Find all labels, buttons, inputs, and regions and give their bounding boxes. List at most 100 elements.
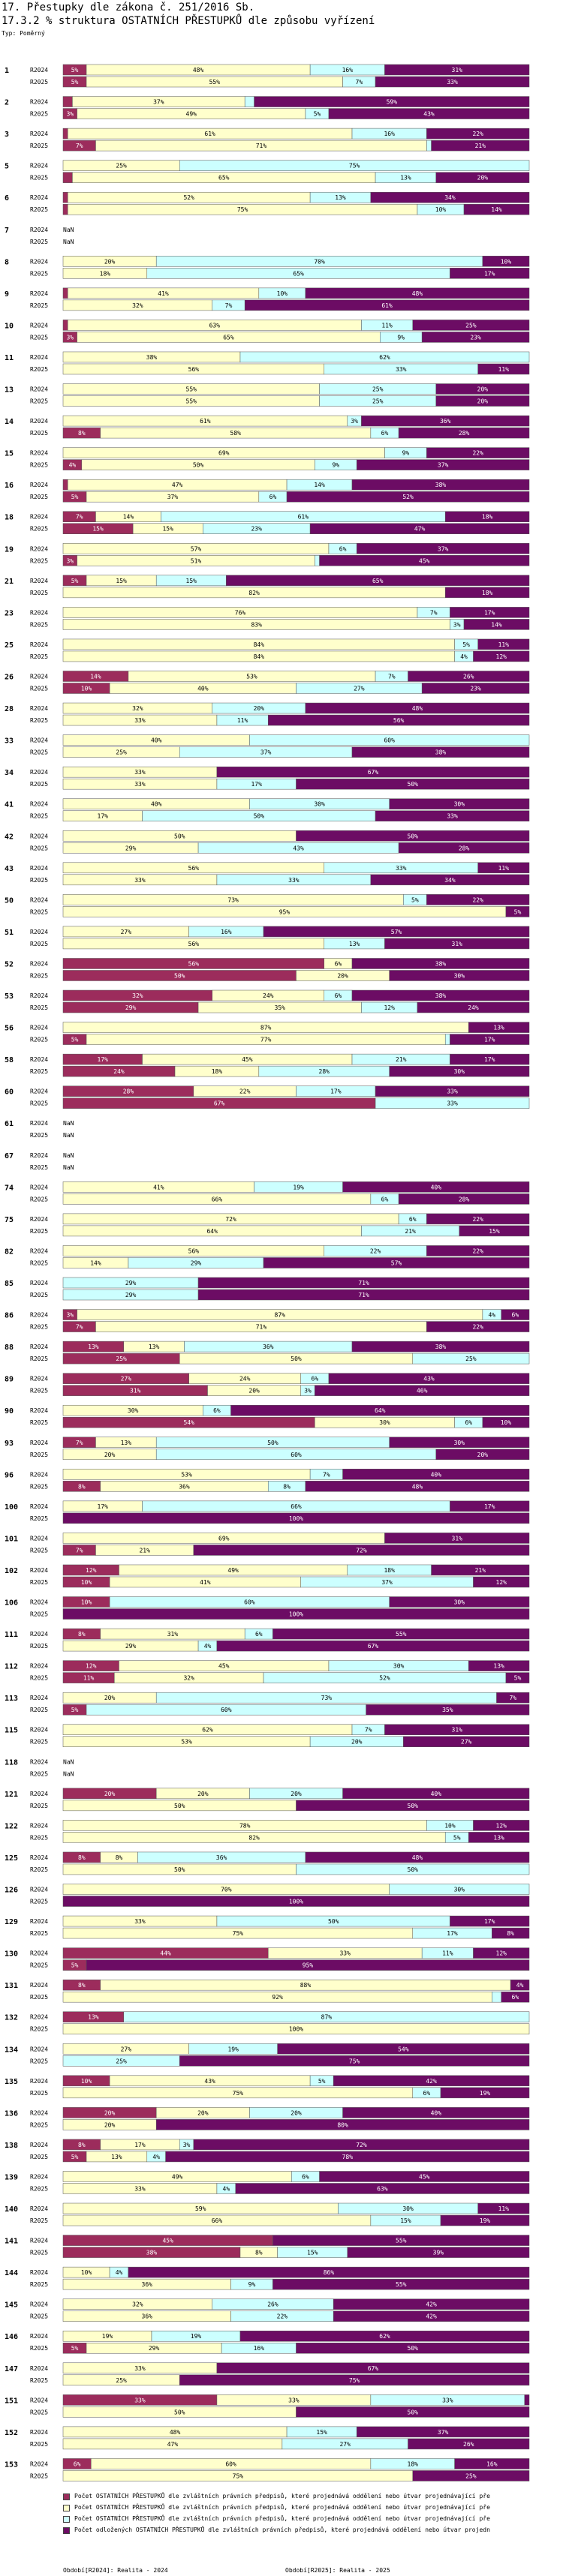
bar-segment bbox=[435, 1449, 530, 1461]
data-label: 38% bbox=[435, 992, 447, 999]
bar-segment bbox=[426, 1321, 530, 1332]
period-label: R2024 bbox=[30, 769, 48, 776]
group-label: 82 bbox=[5, 1247, 14, 1256]
bar-segment bbox=[309, 523, 530, 534]
data-label: 53% bbox=[181, 1471, 192, 1478]
period-label: R2025 bbox=[30, 2281, 48, 2288]
bar-segment bbox=[361, 415, 530, 427]
group-130: 130 R2024 44% 33% 11% 12% R2025 5% 95% bbox=[5, 1947, 530, 1971]
group-132: 132 R2024 13% 87% R2025 100% bbox=[5, 2011, 530, 2034]
data-label: 41% bbox=[153, 1184, 164, 1190]
period-label: R2025 bbox=[30, 972, 48, 979]
data-label: 20% bbox=[104, 1791, 116, 1797]
bar-segment bbox=[444, 587, 530, 599]
data-label: 33% bbox=[134, 2185, 146, 2192]
data-label: 7% bbox=[76, 1324, 83, 1331]
bar-segment bbox=[431, 1564, 530, 1576]
period-label: R2025 bbox=[30, 494, 48, 500]
data-label: 48% bbox=[193, 67, 204, 74]
group-56: 56 R2024 87% 13% R2025 5% 77% 17% bbox=[5, 1022, 530, 1045]
data-label: 50% bbox=[408, 833, 419, 839]
group-82: 82 R2024 56% 22% 22% R2025 14% 29% 57% bbox=[5, 1245, 530, 1268]
group-16: 16 R2024 47% 14% 38% R2025 5% 37% 6% 52% bbox=[5, 479, 530, 503]
data-label: 60% bbox=[291, 1452, 302, 1458]
data-label: 13% bbox=[400, 175, 411, 182]
data-label: 52% bbox=[379, 1675, 390, 1682]
period-label: R2024 bbox=[30, 2460, 48, 2467]
group-label: 25 bbox=[5, 641, 14, 650]
data-label: 37% bbox=[260, 749, 272, 756]
data-label: 6% bbox=[335, 992, 342, 999]
data-label: 16% bbox=[342, 67, 354, 74]
group-41: 41 R2024 40% 30% 30% R2025 17% 50% 33% bbox=[5, 798, 530, 821]
period-label: R2024 bbox=[30, 1025, 48, 1031]
data-label: 45% bbox=[162, 2238, 173, 2244]
bar-segment bbox=[351, 1341, 530, 1353]
bar-segment bbox=[319, 555, 530, 566]
data-label: 37% bbox=[153, 99, 164, 106]
period-label: R2025 bbox=[30, 1770, 48, 1777]
data-label: 5% bbox=[71, 67, 79, 74]
data-label: 21% bbox=[405, 1228, 416, 1235]
bar-segment bbox=[296, 778, 530, 790]
group-85: 85 R2024 29% 71% R2025 29% 71% bbox=[5, 1277, 530, 1301]
period-label: R2024 bbox=[30, 2142, 48, 2148]
data-label: 11% bbox=[498, 641, 510, 648]
data-label: 32% bbox=[132, 992, 143, 999]
data-label: 30% bbox=[402, 2205, 414, 2212]
bar-segment bbox=[342, 2107, 530, 2118]
data-label: 55% bbox=[396, 2281, 407, 2288]
footer-period-2024: Období[R2024]: Realita - 2024 bbox=[63, 2567, 168, 2574]
period-label: R2024 bbox=[30, 386, 48, 393]
period-label: R2024 bbox=[30, 578, 48, 584]
data-label: 17% bbox=[484, 1056, 495, 1063]
period-label: R2025 bbox=[30, 2472, 48, 2479]
data-label: 25% bbox=[116, 2058, 127, 2064]
data-label: 50% bbox=[174, 833, 185, 839]
data-label: 36% bbox=[263, 1344, 274, 1350]
group-label: 121 bbox=[5, 1791, 18, 1799]
bar-segment bbox=[450, 1053, 530, 1065]
bar-segment bbox=[473, 650, 530, 662]
data-label: 9% bbox=[402, 450, 410, 457]
period-label: R2025 bbox=[30, 1324, 48, 1331]
data-label: 14% bbox=[491, 621, 502, 628]
bar-segment bbox=[305, 1851, 530, 1863]
data-label: 49% bbox=[227, 1567, 239, 1574]
period-label: R2024 bbox=[30, 322, 48, 329]
data-label: 56% bbox=[188, 366, 200, 373]
group-label: 146 bbox=[5, 2333, 18, 2341]
period-label: R2025 bbox=[30, 877, 48, 884]
group-42: 42 R2024 50% 50% R2025 29% 43% 28% bbox=[5, 830, 530, 854]
data-label: 35% bbox=[442, 1707, 453, 1713]
bar-segment bbox=[477, 862, 530, 874]
data-label: 6% bbox=[255, 1631, 263, 1638]
bar-segment bbox=[305, 1481, 530, 1492]
data-label: 13% bbox=[88, 2014, 99, 2021]
data-label: 38% bbox=[146, 2250, 158, 2256]
bar-segment bbox=[179, 2374, 530, 2386]
bar-segment bbox=[62, 172, 73, 183]
data-label: 27% bbox=[121, 2046, 132, 2052]
bar-segment bbox=[417, 1001, 530, 1013]
bar-segment bbox=[179, 160, 530, 171]
data-label: 18% bbox=[384, 1567, 395, 1574]
data-label: 11% bbox=[83, 1675, 95, 1682]
bar-segment bbox=[468, 1832, 530, 1843]
period-label: R2025 bbox=[30, 2154, 48, 2160]
period-label: R2024 bbox=[30, 450, 48, 457]
period-label: R2024 bbox=[30, 514, 48, 521]
data-label: 14% bbox=[314, 482, 325, 488]
bar-segment bbox=[272, 2235, 530, 2246]
data-label: 21% bbox=[475, 1567, 486, 1574]
data-label: 47% bbox=[167, 2441, 179, 2448]
data-label: 15% bbox=[400, 2217, 411, 2224]
group-label: 125 bbox=[5, 1854, 18, 1863]
bar-segment bbox=[389, 798, 530, 809]
data-label: 83% bbox=[251, 621, 262, 628]
bar-segment bbox=[216, 1640, 530, 1652]
bar-segment bbox=[370, 874, 530, 886]
bar-segment bbox=[426, 1245, 530, 1256]
data-label: 100% bbox=[289, 1611, 303, 1618]
data-label: 3% bbox=[66, 334, 74, 341]
